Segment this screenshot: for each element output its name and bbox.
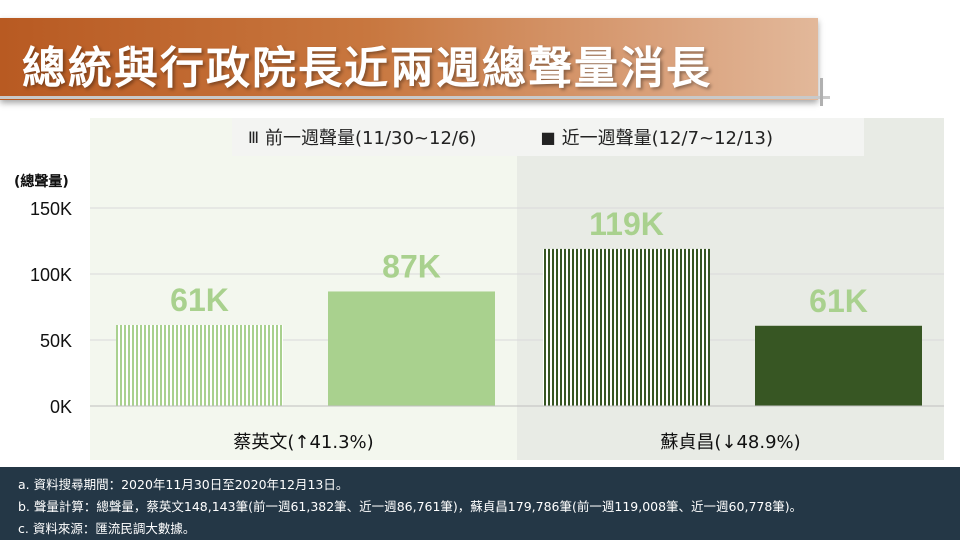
bar-data-label: 61K — [809, 283, 868, 319]
y-tick-label: 50K — [40, 331, 72, 351]
legend-item-curr-week: ■ 近一週聲量(12/7~12/13) — [540, 124, 773, 150]
bar-data-label: 119K — [589, 206, 664, 242]
bar-data-label: 61K — [170, 282, 229, 318]
bar — [328, 291, 495, 406]
title-tick-decoration — [820, 78, 823, 106]
chart-legend: Ⅲ 前一週聲量(11/30~12/6) ■ 近一週聲量(12/7~12/13) — [232, 118, 864, 156]
group-background — [90, 118, 517, 460]
striped-square-icon: Ⅲ — [248, 127, 260, 147]
footnote-a: a. 資料搜尋期間：2020年11月30日至2020年12月13日。 — [18, 477, 349, 492]
solid-square-icon: ■ — [540, 127, 556, 147]
y-tick-label: 100K — [30, 265, 72, 285]
bar — [116, 324, 283, 406]
title-underline — [0, 96, 830, 99]
y-tick-label: 0K — [50, 397, 72, 417]
bar — [755, 325, 922, 406]
bar — [543, 248, 710, 406]
footnote-c: c. 資料來源：匯流民調大數據。 — [18, 521, 196, 536]
category-label: 蔡英文(↑41.3%) — [233, 432, 373, 453]
footnote-panel: a. 資料搜尋期間：2020年11月30日至2020年12月13日。 b. 聲量… — [0, 467, 960, 540]
y-axis-title: (總聲量) — [14, 173, 69, 190]
legend-label-prev-week: 前一週聲量(11/30~12/6) — [265, 128, 477, 149]
legend-item-prev-week: Ⅲ 前一週聲量(11/30~12/6) — [248, 124, 476, 150]
category-label: 蘇貞昌(↓48.9%) — [660, 432, 800, 453]
footnote-b: b. 聲量計算：總聲量，蔡英文148,143筆(前一週61,382筆、近一週86… — [18, 499, 803, 514]
bar-data-label: 87K — [382, 248, 441, 284]
legend-label-curr-week: 近一週聲量(12/7~12/13) — [561, 128, 773, 149]
title-banner: 總統與行政院長近兩週總聲量消長 — [0, 18, 818, 100]
y-tick-label: 150K — [30, 199, 72, 219]
bar-chart: 0K 50K 100K 150K (總聲量) 61K 87K 蔡英文(↑41.3%) 119K 6… — [14, 118, 944, 460]
page-title: 總統與行政院長近兩週總聲量消長 — [22, 43, 712, 94]
